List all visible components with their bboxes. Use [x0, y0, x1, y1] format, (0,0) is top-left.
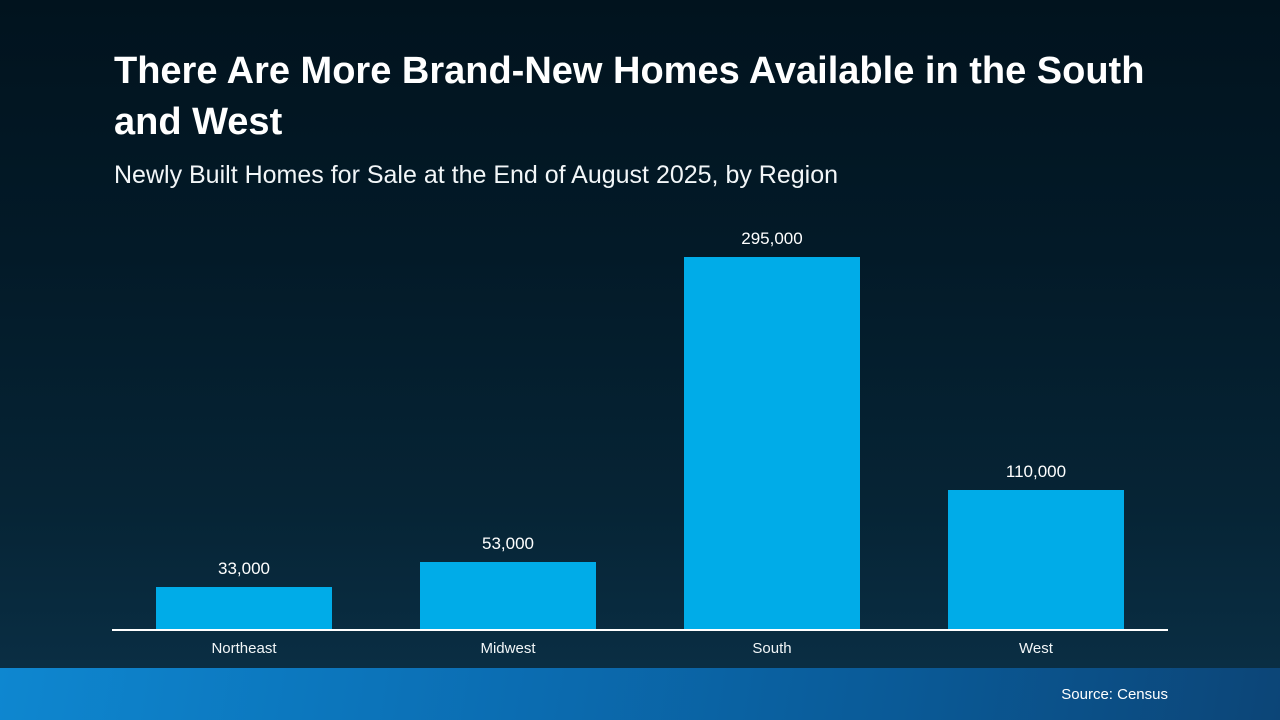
- bar-column-midwest: 53,000: [376, 228, 640, 629]
- bar-value-label: 33,000: [218, 559, 270, 578]
- bar-value-label: 53,000: [482, 534, 534, 553]
- chart-subtitle: Newly Built Homes for Sale at the End of…: [114, 160, 839, 189]
- bar-northeast: [156, 587, 332, 629]
- bar-value-label: 110,000: [1005, 462, 1067, 481]
- source-attribution: Source: Census: [1061, 685, 1168, 703]
- bar-column-northeast: 33,000: [112, 228, 376, 629]
- footer-band: Source: Census: [0, 668, 1280, 720]
- x-axis-labels: Northeast Midwest South West: [112, 640, 1168, 657]
- bar-chart: 33,000 53,000 295,000 110,000 Northeast Midw…: [112, 228, 1168, 657]
- bar-south: [684, 257, 860, 629]
- x-axis-label-south: South: [752, 640, 792, 657]
- bar-plot: 33,000 53,000 295,000 110,000: [112, 228, 1168, 631]
- bar-column-west: 110,000: [904, 228, 1168, 629]
- x-axis-label-midwest: Midwest: [480, 640, 536, 657]
- bar-west: [948, 490, 1124, 629]
- bar-value-label: 295,000: [741, 229, 803, 248]
- bar-midwest: [420, 562, 596, 629]
- bar-column-south: 295,000: [640, 228, 904, 629]
- x-axis-label-northeast: Northeast: [211, 640, 277, 657]
- chart-title: There Are More Brand-New Homes Available…: [114, 50, 1145, 144]
- x-axis-label-west: West: [1019, 640, 1053, 657]
- chart-header: There Are More Brand-New Homes Available…: [114, 46, 1174, 190]
